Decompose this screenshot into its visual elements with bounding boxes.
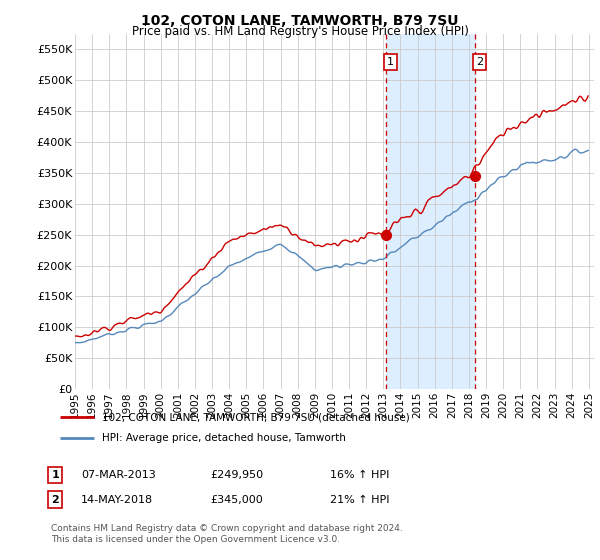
Text: 21% ↑ HPI: 21% ↑ HPI — [330, 494, 389, 505]
Text: 16% ↑ HPI: 16% ↑ HPI — [330, 470, 389, 480]
Text: Contains HM Land Registry data © Crown copyright and database right 2024.
This d: Contains HM Land Registry data © Crown c… — [51, 524, 403, 544]
Text: 1: 1 — [52, 470, 59, 480]
Text: 14-MAY-2018: 14-MAY-2018 — [81, 494, 153, 505]
Text: 07-MAR-2013: 07-MAR-2013 — [81, 470, 156, 480]
Text: 2: 2 — [476, 57, 483, 67]
Text: HPI: Average price, detached house, Tamworth: HPI: Average price, detached house, Tamw… — [102, 433, 346, 444]
Text: £249,950: £249,950 — [210, 470, 263, 480]
Bar — [386, 34, 475, 389]
Text: 2: 2 — [52, 494, 59, 505]
Text: Price paid vs. HM Land Registry's House Price Index (HPI): Price paid vs. HM Land Registry's House … — [131, 25, 469, 38]
Text: £345,000: £345,000 — [210, 494, 263, 505]
Text: 102, COTON LANE, TAMWORTH, B79 7SU: 102, COTON LANE, TAMWORTH, B79 7SU — [141, 14, 459, 28]
Text: 1: 1 — [387, 57, 394, 67]
Text: 102, COTON LANE, TAMWORTH, B79 7SU (detached house): 102, COTON LANE, TAMWORTH, B79 7SU (deta… — [102, 412, 410, 422]
